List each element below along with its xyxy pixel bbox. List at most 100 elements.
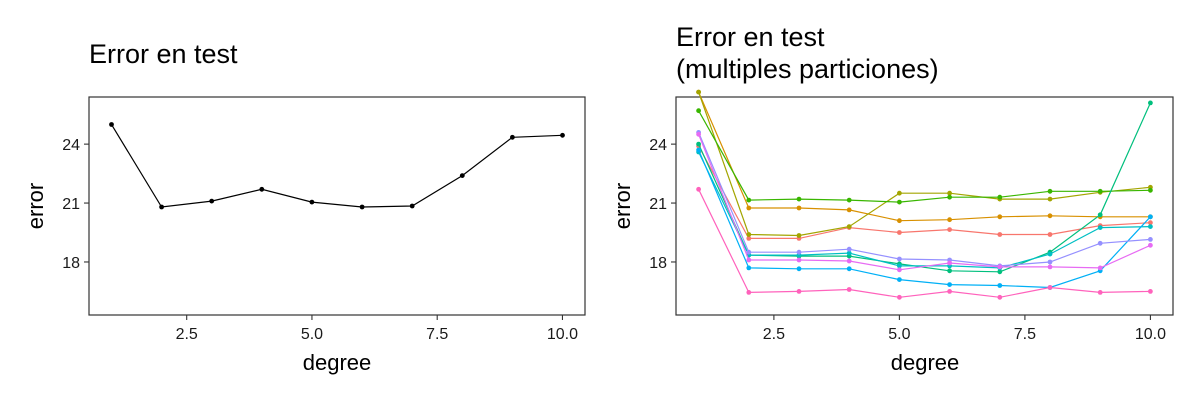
data-point [846,246,852,252]
data-point [510,134,515,140]
y-tick-label: 18 [649,255,667,272]
x-tick-label: 5.0 [888,326,910,343]
data-point [560,132,565,138]
data-point [409,203,415,209]
data-point [1148,214,1153,220]
plot-panel-border [88,96,586,316]
data-point [947,289,952,294]
x-tick-label: 2.5 [763,326,785,343]
data-point [897,267,902,273]
x-tick-label: 2.5 [176,326,198,343]
series-line [698,110,1151,203]
data-point [796,266,802,272]
data-point [846,287,852,292]
data-point [846,224,852,230]
data-point [1097,290,1103,295]
y-tick-label: 18 [62,255,80,272]
data-point [997,232,1003,237]
data-point [796,196,802,202]
data-point [1047,196,1053,202]
y-tick-label: 24 [649,137,667,154]
data-point [897,277,902,282]
data-point [947,190,952,196]
data-point [1148,224,1153,230]
series-line [698,132,1151,267]
y-tick-label: 21 [649,196,667,213]
data-point [309,199,315,205]
data-point [1148,289,1153,294]
chart-title: Error en test [89,39,238,69]
data-point [1097,240,1103,246]
data-point [1148,187,1153,193]
data-point [897,294,902,300]
panel-error-multiples-particiones: Error en test (multiples particiones) 2.… [610,22,1174,375]
data-point [997,294,1003,300]
data-point [696,108,701,114]
panel-error-en-test: Error en test 2.5 5.0 7.5 10.0 18 21 24 degree… [23,39,586,375]
data-point [846,266,852,272]
data-point [1047,232,1053,237]
x-axis-title: degree [303,350,372,375]
data-point [1047,213,1053,219]
data-point [997,269,1003,275]
data-point [947,268,952,274]
data-point [846,207,852,213]
data-point [1097,265,1103,271]
data-point [897,263,902,269]
data-point [897,199,902,205]
x-tick-label: 7.5 [1014,326,1036,343]
data-point [947,217,952,223]
data-point [947,282,952,287]
data-point [746,205,752,211]
data-point [1148,220,1153,226]
data-point [746,232,752,237]
data-point [746,236,752,241]
series-line [698,102,1151,273]
data-point [947,260,952,266]
y-tick-label: 24 [62,137,80,154]
data-point [997,214,1003,220]
data-point [259,186,265,192]
series-line [698,91,1151,237]
data-point [1148,100,1153,106]
data-point [1047,285,1053,290]
y-tick-label: 21 [62,196,80,213]
series-line [698,149,1151,289]
series-line [110,124,563,208]
data-point [897,256,902,262]
data-point [696,186,701,192]
series-line [698,145,1151,239]
data-point [846,197,852,203]
data-point [459,173,465,179]
data-point [696,131,701,137]
data-point [696,89,701,95]
data-point [209,198,215,204]
data-point [109,122,114,127]
data-point [846,250,852,256]
data-point [897,190,902,196]
plot-panel-border [675,96,1174,316]
data-point [947,194,952,200]
data-point [796,257,802,263]
data-point [1148,242,1153,248]
data-point [846,258,852,264]
data-point [746,265,752,271]
data-point [796,289,802,294]
data-point [696,147,701,153]
x-tick-label: 10.0 [547,326,578,343]
data-point [897,230,902,235]
data-point [947,227,952,233]
x-tick-label: 7.5 [426,326,448,343]
x-tick-label: 10.0 [1135,326,1166,343]
data-point [746,197,752,203]
data-point [1047,251,1053,257]
chart-title-line-2: (multiples particiones) [676,54,939,84]
data-point [997,283,1003,288]
data-point [359,204,365,210]
data-point [897,218,902,224]
data-point [796,233,802,238]
data-point [1097,212,1103,218]
data-point [1097,188,1103,194]
data-point [746,290,752,295]
series-line [698,151,1151,269]
